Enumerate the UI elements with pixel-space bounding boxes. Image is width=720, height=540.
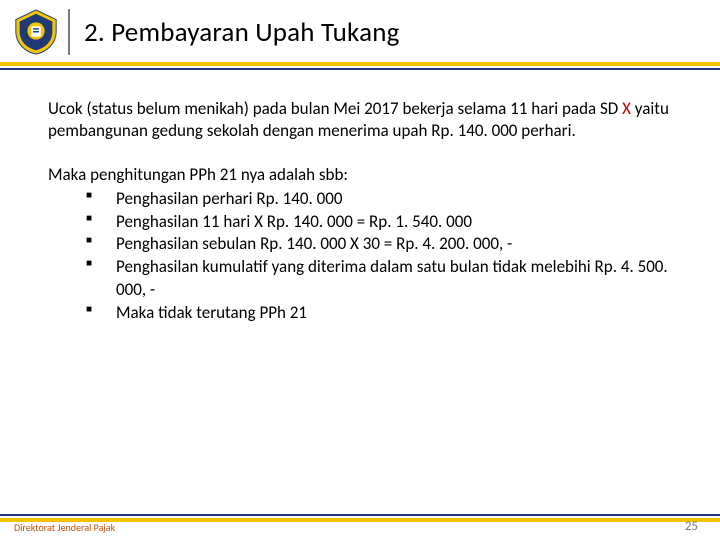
list-item: Penghasilan kumulatif yang diterima dala…	[86, 256, 672, 302]
footer-bar-blue	[0, 514, 720, 516]
slide-header: 2. Pembayaran Upah Tukang	[0, 0, 720, 56]
para-red-x: X	[622, 98, 631, 119]
bullet-list: Penghasilan perhari Rp. 140. 000 Penghas…	[48, 188, 672, 326]
slide-title: 2. Pembayaran Upah Tukang	[84, 16, 400, 49]
footer-org: Direktorat Jenderal Pajak	[14, 521, 115, 534]
intro-paragraph: Ucok (status belum menikah) pada bulan M…	[48, 98, 672, 142]
list-item: Penghasilan 11 hari X Rp. 140. 000 = Rp.…	[86, 211, 672, 234]
title-divider: 2. Pembayaran Upah Tukang	[68, 9, 400, 55]
djp-logo	[12, 8, 60, 56]
calc-intro: Maka penghitungan PPh 21 nya adalah sbb:	[48, 164, 672, 186]
slide-content: Ucok (status belum menikah) pada bulan M…	[0, 70, 720, 325]
list-item: Penghasilan perhari Rp. 140. 000	[86, 188, 672, 211]
list-item: Maka tidak terutang PPh 21	[86, 302, 672, 325]
header-underline-yellow	[0, 62, 720, 66]
page-number: 25	[685, 519, 698, 534]
slide-footer: Direktorat Jenderal Pajak 25	[0, 514, 720, 540]
para-pre: Ucok (status belum menikah) pada bulan M…	[48, 98, 622, 119]
list-item: Penghasilan sebulan Rp. 140. 000 X 30 = …	[86, 233, 672, 256]
